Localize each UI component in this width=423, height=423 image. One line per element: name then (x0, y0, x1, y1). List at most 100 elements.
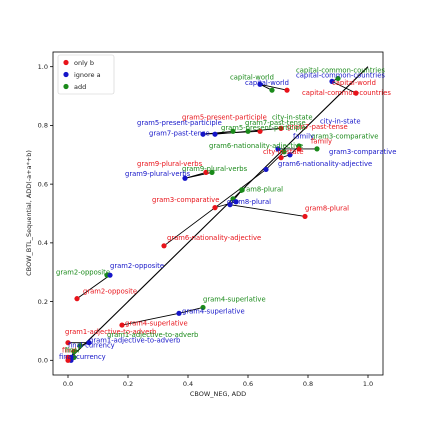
data-point-only-b (212, 205, 218, 211)
x-tick-label: 0.8 (303, 380, 313, 388)
legend-label-only-b: only b (74, 59, 94, 67)
data-point-only-b (257, 128, 263, 134)
y-tick-label: 0.6 (38, 180, 48, 188)
point-label: final-currency (59, 353, 106, 361)
point-label: gram1-adjective-to-adverb (107, 331, 198, 339)
point-label: gram6-nationality-adjective (278, 160, 372, 168)
data-point-ignore-a (275, 146, 281, 152)
data-point-ignore-a (176, 310, 182, 316)
data-point-add (209, 169, 215, 175)
point-label: family (293, 133, 314, 141)
legend-marker-add (63, 83, 69, 90)
point-label: gram9-plural-verbs (182, 165, 248, 173)
data-point-ignore-a (107, 272, 113, 278)
y-tick-label: 1.0 (38, 63, 48, 71)
x-tick-label: 1.0 (363, 380, 373, 388)
point-label: capital-common-countries (296, 67, 385, 75)
point-label: gram4-superlative (125, 320, 188, 328)
point-label: gram8-plural (305, 205, 349, 213)
legend-label-add: add (74, 83, 86, 91)
point-label: final-currency (68, 342, 115, 350)
point-label: gram8-plural (239, 185, 283, 193)
legend-marker-only-b (63, 59, 69, 66)
y-tick-label: 0.0 (38, 357, 48, 365)
data-point-add (230, 128, 236, 134)
data-point-add (335, 75, 341, 82)
x-axis-ticks: 0.0 0.2 0.4 0.6 0.8 1.0 (63, 375, 373, 388)
data-point-add (245, 128, 251, 134)
data-point-ignore-a (200, 131, 206, 137)
data-point-ignore-a (227, 202, 233, 208)
point-label: capital-world (230, 73, 274, 81)
point-label: gram3-comparative (311, 133, 378, 141)
x-tick-label: 0.0 (63, 380, 73, 388)
point-label: gram5-present-participle (137, 119, 222, 127)
point-label: capital-common-countries (296, 72, 385, 80)
legend-marker-ignore-a (63, 71, 69, 78)
point-label: gram3-comparative (152, 196, 219, 204)
point-label: city-in-state (263, 148, 304, 156)
point-label: gram7-past-tense (149, 130, 210, 138)
point-label: gram4-superlative (203, 296, 266, 304)
point-label: gram8-plural (227, 198, 271, 206)
point-label: capital-world (332, 79, 376, 87)
data-point-ignore-a (86, 340, 92, 346)
data-point-only-b (284, 87, 290, 93)
legend-box (57, 54, 115, 95)
point-label: capital-common-countries (302, 89, 391, 97)
data-point-ignore-a (263, 166, 269, 173)
data-point-only-b (302, 213, 308, 220)
data-point-add (77, 343, 83, 349)
point-label: gram4-superlative (182, 307, 245, 315)
data-point-add (200, 304, 206, 311)
data-point-only-b (65, 357, 71, 363)
point-label: gram2-opposite (83, 287, 137, 295)
data-point-only-b (296, 146, 302, 152)
y-tick-label: 0.8 (38, 122, 48, 130)
point-labels: capital-common-countriescapital-common-c… (56, 67, 396, 361)
diagonal-layer (67, 66, 369, 361)
point-label: final (62, 347, 77, 355)
data-point-only-b (278, 155, 284, 161)
data-point-only-b (74, 296, 80, 302)
data-point-add (281, 149, 287, 155)
data-point-only-b (119, 322, 125, 328)
data-point-only-b (278, 125, 284, 131)
point-label: gram1-adjective-to-adverb (65, 328, 156, 336)
data-point-add (239, 187, 245, 193)
data-point-ignore-a (287, 152, 293, 158)
data-point-ignore-a (233, 199, 239, 205)
data-point-only-b (203, 169, 209, 175)
legend: only b ignore a add (57, 54, 115, 95)
point-label: gram3-comparative (329, 148, 396, 156)
point-label: gram5-present-participle (182, 114, 267, 122)
data-point-only-b (353, 90, 359, 96)
y-tick-label: 0.2 (38, 298, 48, 306)
data-point-add (269, 87, 275, 93)
data-point-ignore-a (257, 81, 263, 87)
point-label: gram9-plural-verbs (125, 170, 191, 178)
point-label: capital-world (245, 79, 289, 87)
point-label: gram2-opposite (110, 262, 164, 270)
legend-label-ignore-a: ignore a (74, 71, 101, 79)
data-point-only-b (161, 243, 167, 249)
y-axis-ticks: 0.0 0.2 0.4 0.6 0.8 1.0 (38, 63, 53, 365)
point-label: gram7-past-tense (245, 119, 306, 127)
point-label: city-in-state (272, 114, 313, 122)
y-axis-title: CBOW_BTL_Sequential, ADD(-a+a*+b) (25, 150, 33, 276)
x-tick-label: 0.4 (183, 380, 193, 388)
point-label: city-in-state (320, 117, 361, 125)
data-point-only-b (65, 340, 71, 346)
x-tick-label: 0.2 (123, 380, 133, 388)
point-label: gram2-opposite (56, 269, 110, 277)
x-tick-label: 0.6 (243, 380, 253, 388)
x-axis-title: CBOW_NEG, ADD (190, 390, 246, 398)
data-point-add (71, 348, 77, 355)
data-point-ignore-a (329, 78, 335, 84)
point-label: final (65, 347, 80, 355)
point-label: gram9-plural-verbs (137, 160, 203, 168)
point-label: gram6-nationality-adjective (209, 142, 303, 150)
point-label: gram5-present-participle (221, 124, 306, 132)
diagonal-line (67, 66, 369, 361)
